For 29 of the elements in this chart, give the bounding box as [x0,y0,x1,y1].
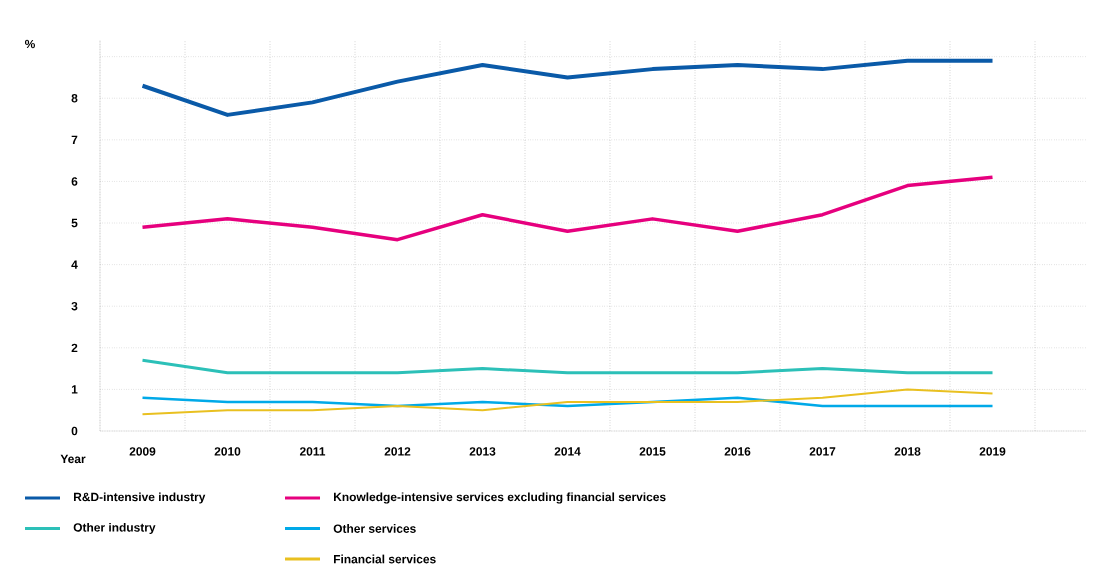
legend-label: Knowledge-intensive services excluding financial services [334,492,666,504]
y-tick-label: 1 [71,385,78,394]
x-tick-label: 2019 [979,447,1006,456]
y-tick-label: 3 [71,301,78,311]
x-tick-label: 2012 [384,447,411,456]
x-tick-label: 2013 [469,447,496,456]
x-tick-label: 2011 [299,447,326,456]
x-tick-label: 2016 [724,447,751,456]
y-tick-label: 2 [71,343,78,352]
x-tick-label: 2010 [214,447,241,456]
y-tick-label: 7 [71,135,78,144]
y-tick-label: 5 [71,218,78,228]
x-tick-label: 2009 [129,447,156,456]
legend-label: Financial services [334,554,436,564]
legend-label: Other industry [73,522,156,535]
x-tick-label: 2017 [809,447,836,456]
x-tick-label: 2018 [894,447,921,456]
y-axis-title: % [24,39,35,49]
legend-label: R&D-intensive industry [74,492,206,504]
y-tick-label: 4 [71,260,78,269]
line-series [140,175,995,242]
y-tick-label: 8 [71,94,78,103]
y-tick-label: 0 [71,426,78,436]
y-tick-label: 6 [71,177,78,186]
x-tick-label: 2014 [554,447,581,456]
line-series [140,58,995,117]
x-tick-label: 2015 [639,447,666,456]
x-axis-title: Year [60,454,86,464]
legend-label: Other services [333,524,416,533]
